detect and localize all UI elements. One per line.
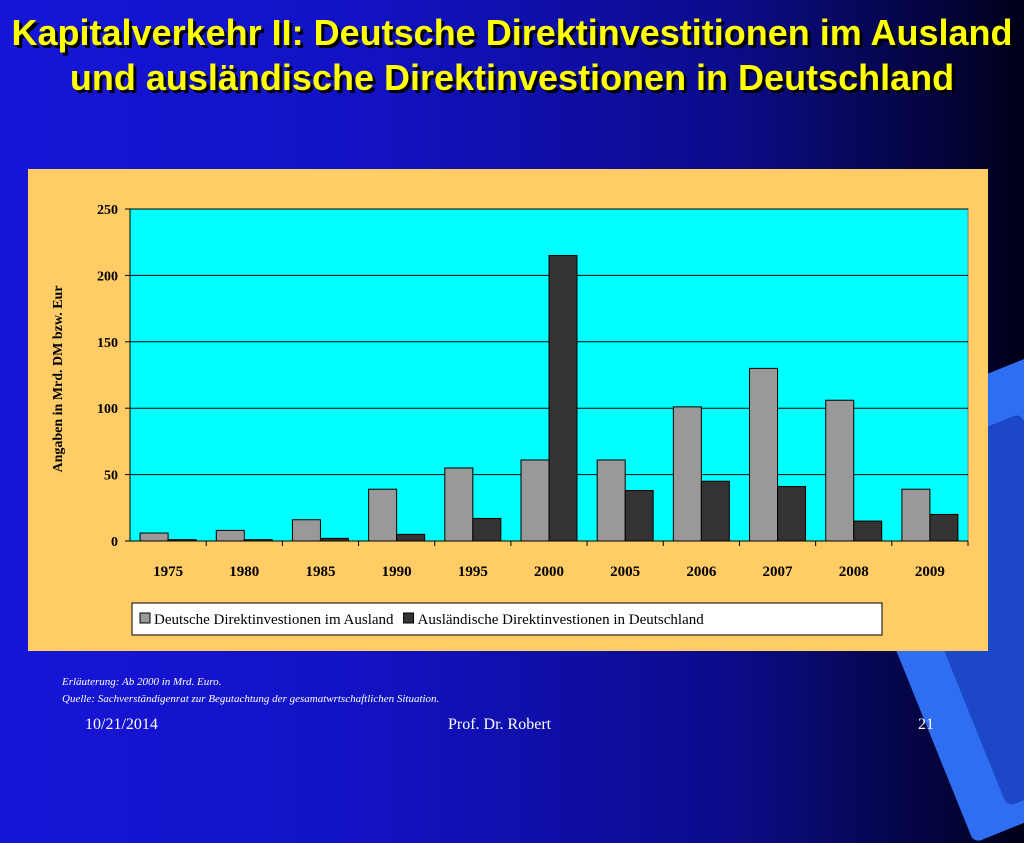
x-tick-label: 1975 [153, 564, 183, 580]
bar [396, 533, 426, 542]
legend-swatch-deutschland [403, 612, 415, 624]
x-tick-label: 2005 [610, 564, 640, 580]
y-tick-label: 50 [104, 469, 118, 484]
bar-chart: 0 50 100 150 200 250 1975 1980 1985 1990 1995 2000 2… [51, 203, 969, 636]
y-tick-label: 200 [97, 269, 118, 284]
bar [624, 490, 654, 542]
footer-page-number: 21 [918, 716, 934, 733]
bar [472, 517, 502, 542]
bar [444, 467, 474, 542]
y-tick-label: 150 [97, 336, 118, 351]
chart-note: Erläuterung: Ab 2000 in Mrd. Euro. Quell… [62, 674, 439, 708]
bar [596, 459, 626, 542]
y-tick-label: 250 [97, 203, 118, 218]
bar [215, 529, 245, 542]
bar [368, 488, 398, 542]
bar [291, 519, 321, 542]
slide-title: Kapitalverkehr II: Deutsche Direktinvest… [11, 12, 1013, 98]
x-tick-label: 2007 [763, 564, 794, 580]
footer-date: 10/21/2014 [85, 716, 158, 733]
chart-area: 0 50 100 150 200 250 1975 1980 1985 1990 1995 2000 2… [28, 169, 988, 651]
x-tick-label: 2008 [839, 564, 869, 580]
y-tick-label: 100 [97, 402, 118, 417]
bar [777, 486, 807, 542]
bar [139, 532, 169, 542]
x-tick-label: 2000 [534, 564, 564, 580]
x-tick-label: 1980 [229, 564, 259, 580]
bar [672, 406, 702, 542]
bar [520, 459, 550, 542]
bar [825, 399, 855, 542]
bar [929, 513, 959, 542]
x-tick-label: 1995 [458, 564, 488, 580]
legend [131, 602, 883, 636]
x-tick-label: 2009 [915, 564, 945, 580]
y-axis-label: Angaben in Mrd. DM bzw. Eur [51, 285, 66, 472]
note-explanation: Erläuterung: Ab 2000 in Mrd. Euro. [62, 676, 222, 688]
bar [319, 537, 349, 542]
bar [853, 520, 883, 542]
footer-author: Prof. Dr. Robert [448, 716, 552, 733]
legend-swatch-ausland [139, 612, 151, 624]
y-tick-label: 0 [111, 535, 118, 550]
bar [167, 539, 197, 542]
legend-label-deutschland: Ausländische Direktinvestionen in Deutsc… [418, 612, 705, 628]
x-tick-label: 1990 [382, 564, 412, 580]
note-source: Quelle: Sachverständigenrat zur Begutach… [62, 693, 440, 705]
x-tick-label: 2006 [686, 564, 717, 580]
bar [243, 539, 273, 542]
x-tick-label: 1985 [305, 564, 335, 580]
bar [749, 367, 779, 542]
bar [700, 480, 730, 542]
bar [548, 254, 578, 542]
bar [901, 488, 931, 542]
legend-label-ausland: Deutsche Direktinvestionen im Ausland [154, 612, 394, 628]
